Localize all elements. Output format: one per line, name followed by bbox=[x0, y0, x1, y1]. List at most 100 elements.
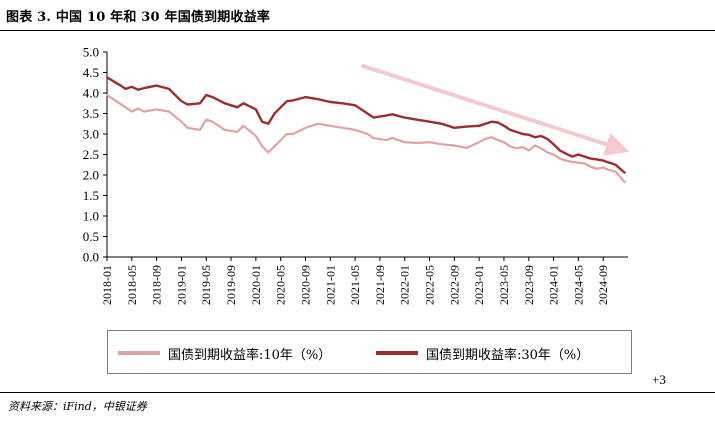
series-30y-point bbox=[211, 96, 214, 98]
series-30y-point bbox=[254, 108, 257, 111]
y-tick-label: 2.5 bbox=[83, 147, 99, 162]
legend: 国债到期收益率:10年（%） 国债到期收益率:30年（%） bbox=[107, 330, 632, 374]
series-10y-point bbox=[205, 118, 208, 121]
series-30y-point bbox=[391, 113, 394, 116]
series-30y-point bbox=[385, 114, 388, 117]
series-10y-point bbox=[521, 146, 524, 149]
series-10y-point bbox=[623, 181, 626, 184]
y-tick-label: 3.0 bbox=[83, 127, 99, 142]
series-10y-point bbox=[534, 144, 536, 147]
series-10y-point bbox=[484, 138, 487, 140]
x-tick-label: 2020-05 bbox=[274, 265, 288, 305]
series-30y-point bbox=[168, 88, 170, 90]
series-30y-point bbox=[540, 135, 543, 137]
series-30y-point bbox=[565, 152, 567, 155]
series-30y-point bbox=[329, 101, 332, 103]
x-tick-label: 2020-01 bbox=[249, 265, 263, 305]
y-tick-label: 2.0 bbox=[83, 168, 99, 183]
series-30y-point bbox=[490, 120, 493, 123]
series-30y-point bbox=[199, 102, 201, 105]
data-points bbox=[106, 76, 626, 184]
series-10y-point bbox=[490, 136, 493, 139]
series-10y-line bbox=[106, 94, 626, 184]
series-10y-point bbox=[285, 133, 288, 135]
series-30y-point bbox=[130, 85, 133, 88]
x-tick-label: 2024-09 bbox=[596, 265, 610, 305]
series-10y-point bbox=[304, 126, 307, 129]
series-10y-point bbox=[118, 102, 121, 105]
series-30y-point bbox=[366, 112, 369, 115]
series-30y-point bbox=[484, 122, 487, 125]
y-tick-label: 0.0 bbox=[83, 250, 99, 265]
series-10y-point bbox=[602, 166, 605, 169]
series-10y-point bbox=[546, 151, 549, 154]
series-10y-point bbox=[341, 126, 344, 129]
series-10y-point bbox=[254, 135, 257, 137]
series-30y-point bbox=[558, 149, 561, 152]
series-30y-point bbox=[478, 124, 481, 127]
x-axis: 2018-01 2018-05 2018-09 2019-01 2019-05 2019-… bbox=[100, 256, 628, 305]
series-10y-point bbox=[385, 139, 388, 142]
x-tick-label: 2023-01 bbox=[472, 265, 486, 305]
series-10y-point bbox=[130, 110, 133, 113]
series-30y-point bbox=[137, 88, 139, 91]
series-10y-point bbox=[199, 129, 201, 131]
series-30y-point bbox=[118, 83, 121, 86]
series-10y-point bbox=[503, 141, 505, 144]
legend-label-10y: 国债到期收益率:10年（%） bbox=[168, 347, 332, 363]
legend-label-30y: 国债到期收益率:30年（%） bbox=[426, 347, 590, 363]
series-30y-point bbox=[354, 104, 356, 107]
series-30y-point bbox=[124, 88, 127, 90]
series-30y-point bbox=[279, 106, 282, 109]
series-30y-point bbox=[155, 84, 158, 87]
series-10y-point bbox=[403, 141, 406, 144]
series-10y-point bbox=[155, 108, 158, 111]
series-10y-point bbox=[596, 167, 598, 170]
x-tick-label: 2022-09 bbox=[447, 265, 461, 305]
series-30y-point bbox=[180, 100, 183, 103]
x-tick-label: 2019-05 bbox=[199, 265, 213, 305]
series-10y-point bbox=[211, 120, 214, 123]
series-30y-point bbox=[496, 121, 499, 124]
series-30y-point bbox=[589, 157, 592, 160]
series-10y-point bbox=[236, 131, 239, 133]
series-30y-point bbox=[623, 172, 626, 174]
series-10y-point bbox=[558, 157, 561, 160]
series-30y-point bbox=[509, 129, 512, 131]
series-10y-point bbox=[242, 124, 245, 127]
series-10y-point bbox=[372, 137, 375, 140]
x-tick-label: 2018-09 bbox=[150, 265, 164, 305]
figure-title: 图表 3. 中国 10 年和 30 年国债到期收益率 bbox=[6, 10, 271, 25]
series-30y-point bbox=[552, 143, 555, 146]
x-tick-label: 2021-09 bbox=[373, 265, 387, 305]
series-10y-point bbox=[223, 129, 226, 131]
series-10y-point bbox=[292, 133, 294, 135]
x-tick-label: 2022-05 bbox=[423, 265, 437, 305]
series-10y-point bbox=[496, 139, 499, 142]
series-30y-point bbox=[285, 100, 288, 103]
series-30y-point bbox=[236, 106, 239, 109]
series-30y-point bbox=[441, 122, 443, 125]
series-10y-point bbox=[478, 141, 481, 144]
series-30y-point bbox=[304, 96, 307, 98]
series-30y-point bbox=[503, 124, 505, 127]
series-10y-point bbox=[279, 139, 282, 142]
series-10y-point bbox=[577, 161, 580, 164]
series-10y-point bbox=[515, 147, 518, 150]
x-tick-label: 2023-05 bbox=[497, 265, 511, 305]
series-30y-point bbox=[546, 138, 549, 140]
series-30y-point bbox=[577, 153, 580, 156]
series-30y-point bbox=[223, 102, 226, 105]
series-30y-point bbox=[205, 94, 208, 96]
series-30y-point bbox=[273, 112, 276, 115]
series-10y-point bbox=[465, 147, 468, 149]
series-10y-point bbox=[614, 170, 617, 173]
series-10y-point bbox=[509, 145, 512, 148]
series-10y-point bbox=[428, 141, 431, 144]
series-10y-point bbox=[106, 94, 108, 96]
series-10y-point bbox=[273, 145, 276, 148]
series-30y-point bbox=[416, 118, 419, 121]
y-axis: 0.0 0.5 1.0 1.5 2.0 2.5 3.0 3.5 4.0 4.5 5.0 bbox=[83, 45, 108, 265]
trend-arrow bbox=[361, 64, 630, 156]
